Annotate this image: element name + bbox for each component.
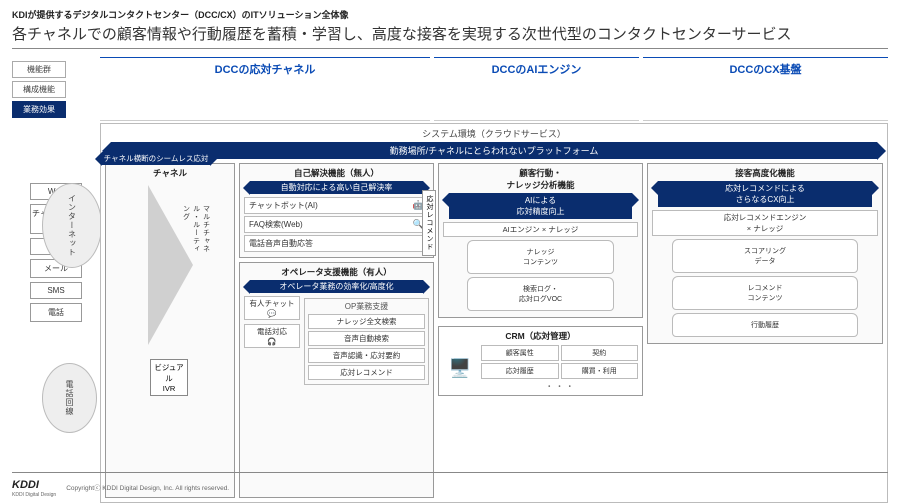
op-voice-search: 音声自動検索	[308, 331, 425, 346]
legend-components: 構成機能	[12, 81, 66, 98]
op-knowledge-search: ナレッジ全文検索	[308, 314, 425, 329]
platform-ribbon: 勤務場所/チャネルにとらわれないプラットフォーム	[111, 142, 877, 159]
external-channels: インターネット 電話回線 Web チャットボット LINE メール SMS 電話	[12, 123, 100, 503]
selfservice-ribbon: 自動対応による高い自己解決率	[250, 181, 423, 194]
cloud-telephone: 電話回線	[42, 363, 97, 433]
selfservice-title: 自己解決機能（無人）	[244, 167, 429, 179]
footer: KDDI KDDI Digital Design Copyrightⓒ KDDI…	[12, 472, 888, 498]
recommend-tag: 応対レコメンド	[422, 190, 436, 256]
crm-purchase: 購買・利用	[561, 363, 639, 379]
channel-sms: SMS	[30, 282, 82, 299]
crm-history: 応対履歴	[481, 363, 559, 379]
pretitle: KDIが提供するデジタルコンタクトセンター（DCC/CX）のITソリューション全…	[12, 8, 888, 21]
op-phone: 電話対応🎧	[244, 324, 300, 348]
legend-functions: 機能群	[12, 61, 66, 78]
legend: 機能群 構成機能 業務効果	[12, 57, 100, 121]
system-diagram: システム環境（クラウドサービス） 勤務場所/チャネルにとらわれないプラットフォー…	[100, 123, 888, 503]
legend-effect: 業務効果	[12, 101, 66, 118]
db-behavior: 行動履歴	[672, 313, 858, 337]
crm-dots: ・ ・ ・	[481, 381, 638, 392]
item-faq-web: FAQ検索(Web)🔍	[244, 216, 429, 233]
seamless-ribbon: チャネル横断のシームレス応対	[102, 152, 210, 165]
op-chat: 有人チャット💬	[244, 296, 300, 320]
cx-ribbon: 応対レコメンドによる さらなるCX向上	[658, 181, 872, 207]
item-chatbot-ai: チャットボット(AI)🤖	[244, 197, 429, 214]
kddi-logo: KDDI	[12, 479, 39, 491]
panel-channel-title: チャネル	[110, 167, 230, 179]
channel-phone: 電話	[30, 303, 82, 322]
copyright: Copyrightⓒ KDDI Digital Design, Inc. All…	[66, 482, 229, 492]
op-voice-recognition: 音声認識・応対要約	[308, 348, 425, 363]
seamless-ribbon-wrap: チャネル横断のシームレス応対	[96, 152, 216, 168]
operator-title: オペレータ支援機能（有人）	[244, 266, 429, 278]
routing-triangle: マルチチャネル・ルーティング	[148, 185, 193, 345]
db-knowledge: ナレッジ コンテンツ	[467, 240, 614, 274]
panel-crm: CRM（応対管理） 🖥️ 顧客属性 契約 応対履歴 購買・利用 ・ ・ ・	[438, 326, 643, 396]
router-label: マルチチャネル・ルーティング	[181, 205, 211, 255]
op-recommend: 応対レコメンド	[308, 365, 425, 380]
op-support-title: OP業務支援	[308, 301, 425, 312]
headset-icon: 🎧	[267, 337, 276, 346]
panel-operator: オペレータ支援機能（有人） オペレータ業務の効率化/高度化 有人チャット💬 電話…	[239, 262, 434, 498]
db-voc: 検索ログ・ 応対ログVOC	[467, 277, 614, 311]
kddi-logo-sub: KDDI Digital Design	[12, 492, 56, 498]
operator-ribbon: オペレータ業務の効率化/高度化	[250, 280, 423, 293]
section-ai: DCCのAIエンジン	[434, 57, 639, 121]
chat-icon: 💬	[267, 309, 276, 318]
section-channels: DCCの応対チャネル	[100, 57, 430, 121]
visual-ivr-box: ビジュアル IVR	[150, 359, 188, 396]
cx-engine: 応対レコメンドエンジン × ナレッジ	[652, 210, 878, 236]
system-env-label: システム環境（クラウドサービス）	[105, 127, 883, 140]
ai-engine: AIエンジン × ナレッジ	[443, 222, 638, 237]
db-recommend: レコメンド コンテンツ	[672, 276, 858, 310]
panel-cx: 接客高度化機能 応対レコメンドによる さらなるCX向上 応対レコメンドエンジン …	[647, 163, 883, 344]
crm-contract: 契約	[561, 345, 639, 361]
panel-selfservice: 自己解決機能（無人） 自動対応による高い自己解決率 チャットボット(AI)🤖 F…	[239, 163, 434, 258]
monitor-icon: 🖥️	[443, 358, 477, 379]
crm-attr: 顧客属性	[481, 345, 559, 361]
section-cx: DCCのCX基盤	[643, 57, 888, 121]
panel-ai: 顧客行動・ ナレッジ分析機能 AIによる 応対精度向上 AIエンジン × ナレッ…	[438, 163, 643, 318]
ai-ribbon: AIによる 応対精度向上	[449, 193, 632, 219]
db-scoring: スコアリング データ	[672, 239, 858, 273]
main-title: 各チャネルでの顧客情報や行動履歴を蓄積・学習し、高度な接客を実現する次世代型のコ…	[12, 23, 888, 49]
item-voice-auto: 電話音声自動応答	[244, 235, 429, 252]
panel-channel: チャネル マルチチャネル・ルーティング ビジュアル IVR	[105, 163, 235, 498]
ai-title: 顧客行動・ ナレッジ分析機能	[443, 167, 638, 191]
cloud-internet: インターネット	[42, 183, 102, 268]
crm-title: CRM（応対管理）	[443, 330, 638, 342]
cx-title: 接客高度化機能	[652, 167, 878, 179]
